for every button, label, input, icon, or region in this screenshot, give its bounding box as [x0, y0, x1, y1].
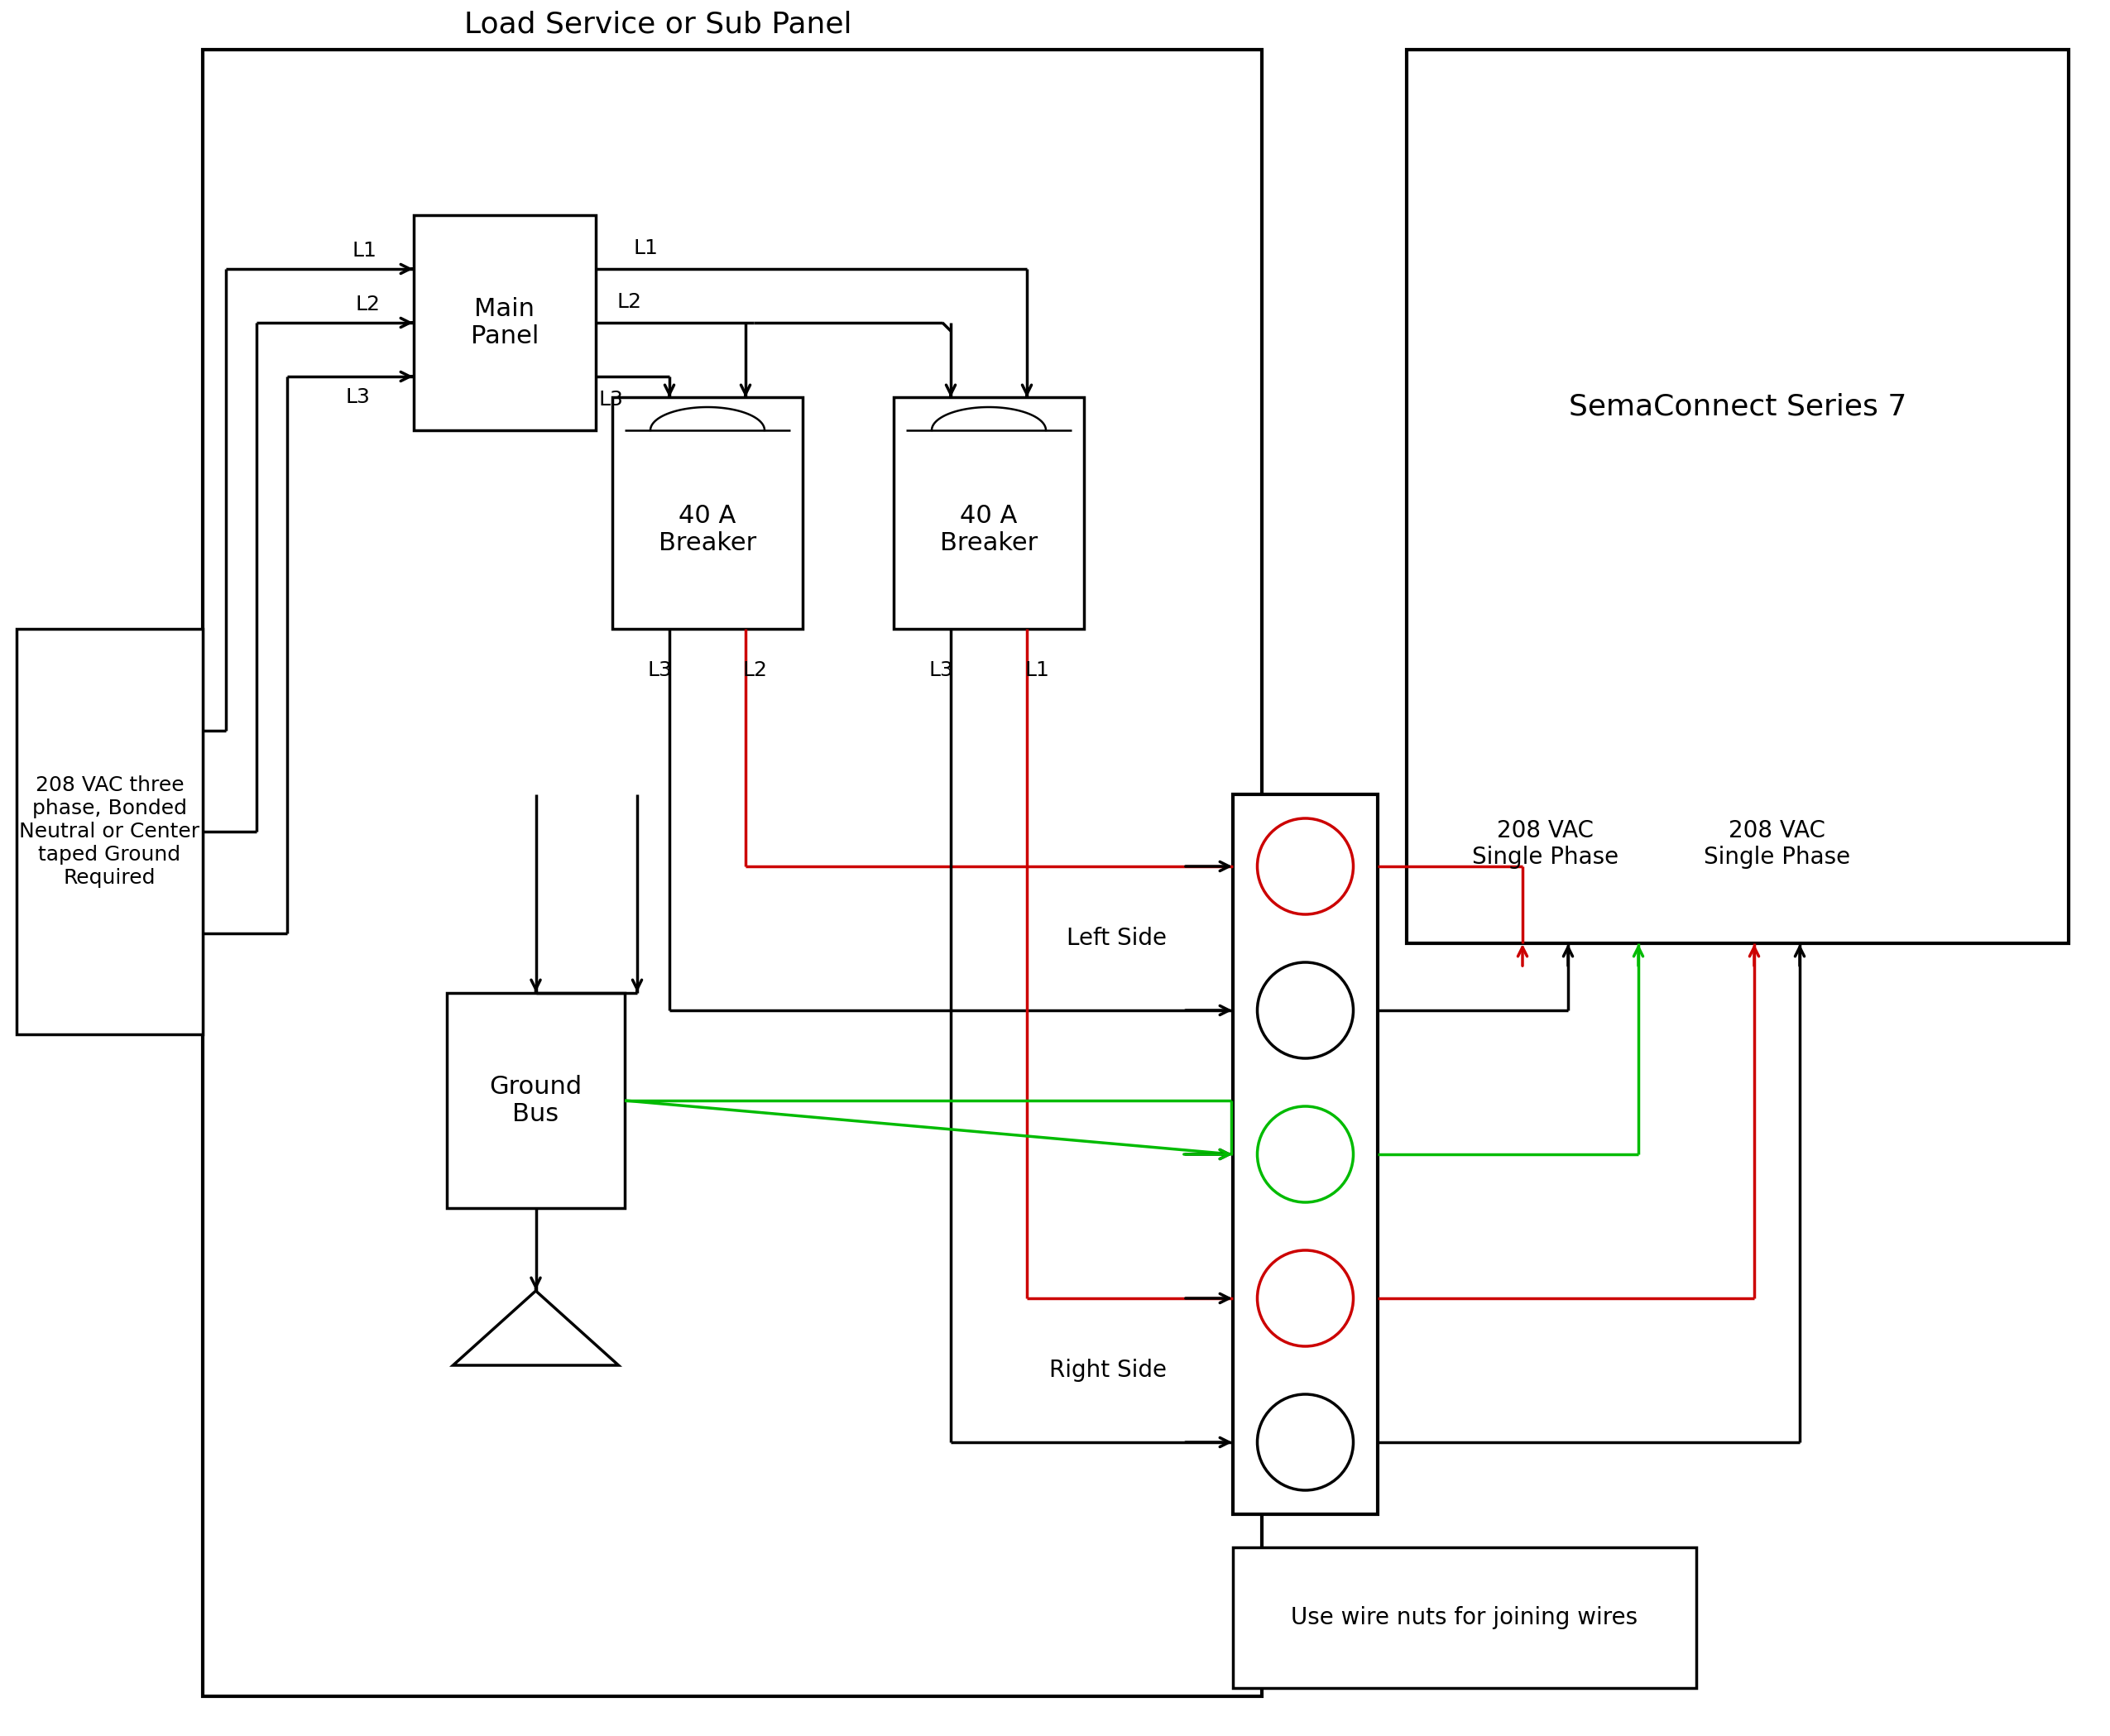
Circle shape	[1258, 962, 1353, 1059]
Bar	[447, 993, 625, 1208]
Text: 208 VAC
Single Phase: 208 VAC Single Phase	[1703, 819, 1850, 870]
Circle shape	[1258, 818, 1353, 915]
Text: L2: L2	[616, 292, 641, 312]
Text: L3: L3	[599, 389, 622, 410]
Text: Ground
Bus: Ground Bus	[490, 1075, 582, 1127]
Text: 40 A
Breaker: 40 A Breaker	[658, 503, 755, 556]
Circle shape	[1258, 1106, 1353, 1203]
Bar	[1232, 795, 1378, 1514]
Bar	[414, 215, 595, 431]
Text: 40 A
Breaker: 40 A Breaker	[939, 503, 1038, 556]
Text: 208 VAC three
phase, Bonded
Neutral or Center
taped Ground
Required: 208 VAC three phase, Bonded Neutral or C…	[19, 776, 200, 887]
Text: SemaConnect Series 7: SemaConnect Series 7	[1568, 392, 1907, 422]
Bar	[203, 50, 1262, 1696]
Circle shape	[1258, 1394, 1353, 1489]
Text: L3: L3	[648, 660, 671, 681]
Circle shape	[1258, 1250, 1353, 1347]
Text: L2: L2	[357, 295, 380, 314]
Bar	[612, 398, 802, 628]
Text: 208 VAC
Single Phase: 208 VAC Single Phase	[1473, 819, 1618, 870]
Text: Main
Panel: Main Panel	[471, 297, 538, 349]
Text: L3: L3	[928, 660, 954, 681]
Text: Left Side: Left Side	[1066, 927, 1167, 950]
Bar	[1232, 1547, 1696, 1687]
Text: L2: L2	[743, 660, 768, 681]
Text: Right Side: Right Side	[1049, 1359, 1167, 1382]
Text: L3: L3	[346, 387, 369, 408]
Text: L1: L1	[633, 238, 658, 259]
Text: Load Service or Sub Panel: Load Service or Sub Panel	[464, 10, 852, 38]
Text: L1: L1	[1025, 660, 1049, 681]
Bar	[1407, 50, 2068, 943]
Text: Use wire nuts for joining wires: Use wire nuts for joining wires	[1291, 1606, 1637, 1630]
Bar	[895, 398, 1085, 628]
Text: L1: L1	[352, 241, 376, 260]
Bar	[17, 628, 203, 1035]
